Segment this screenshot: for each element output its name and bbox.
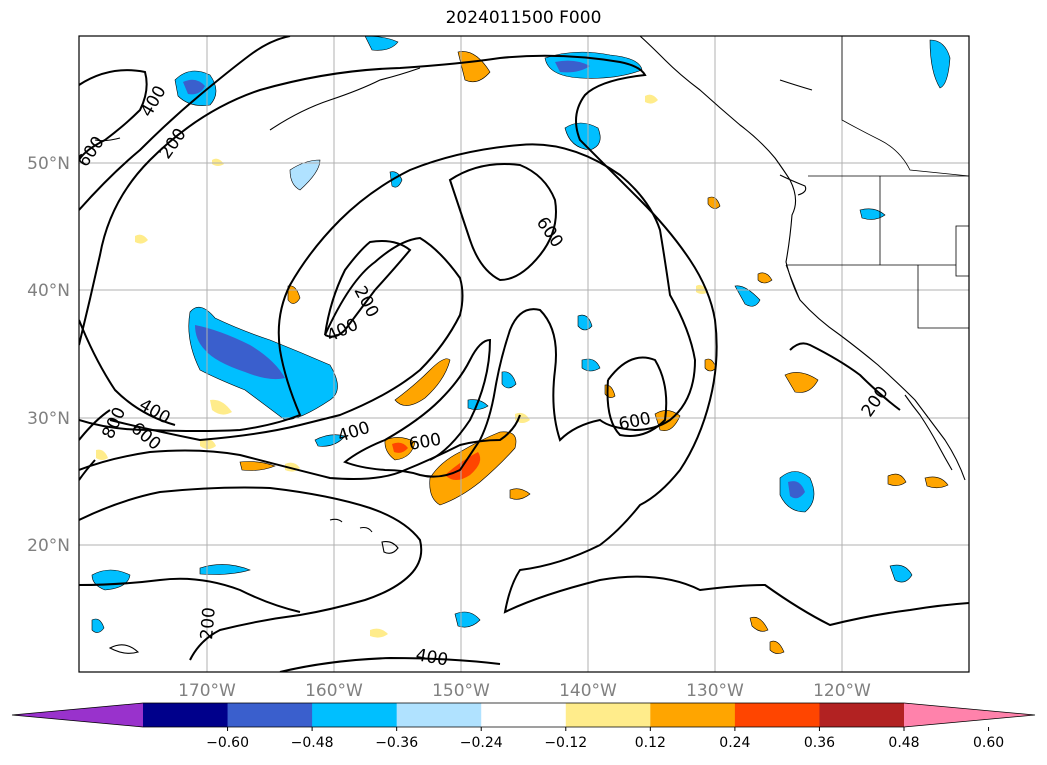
colorbar-tick-label: −0.48 <box>291 735 334 751</box>
colorbar-segment <box>819 703 905 727</box>
latitude-labels: 20°N 30°N 40°N 50°N <box>27 154 70 556</box>
colorbar-outline <box>11 702 1036 728</box>
colorbar-extend-high <box>904 703 1035 727</box>
colorbar-tick-label: 0.12 <box>635 735 666 751</box>
lat-label-50n: 50°N <box>27 154 70 174</box>
coastlines <box>94 36 966 654</box>
colorbar-tick-label: −0.24 <box>460 735 503 751</box>
colorbar-segment <box>227 703 313 727</box>
colorbar-segment <box>565 703 651 727</box>
lon-label-160w: 160°W <box>305 681 363 701</box>
colorbar-tick-label: 0.48 <box>888 735 919 751</box>
lon-label-150w: 150°W <box>432 681 490 701</box>
lat-label-40n: 40°N <box>27 281 70 301</box>
lon-label-140w: 140°W <box>559 681 617 701</box>
colorbar-segment <box>734 703 820 727</box>
colorbar-segment <box>312 703 398 727</box>
political-borders <box>785 36 969 329</box>
map-panel: 400 200 600 600 200 400 400 600 800 400 … <box>79 36 969 672</box>
colorbar-tick-label: −0.60 <box>206 735 249 751</box>
shaded-anomaly-regions <box>91 36 951 654</box>
colorbar-tick-label: −0.36 <box>375 735 418 751</box>
colorbar-tick-label: 0.24 <box>719 735 750 751</box>
lat-label-30n: 30°N <box>27 409 70 429</box>
contour-label: 200 <box>197 606 220 640</box>
colorbar-segment <box>143 703 229 727</box>
colorbar-segment <box>481 703 567 727</box>
lon-label-120w: 120°W <box>813 681 871 701</box>
graticule <box>79 36 969 672</box>
lat-label-20n: 20°N <box>27 536 70 556</box>
contour-lines <box>79 36 969 672</box>
colorbar-tick-label: 0.60 <box>973 735 1004 751</box>
colorbar-segment <box>650 703 736 727</box>
colorbar-tick-label: 0.36 <box>804 735 835 751</box>
lon-label-130w: 130°W <box>686 681 744 701</box>
colorbar-extend-low <box>12 703 143 727</box>
colorbar-tick-label: −0.12 <box>544 735 587 751</box>
lon-label-170w: 170°W <box>178 681 236 701</box>
map-frame <box>78 35 970 673</box>
colorbar: −0.60 −0.48 −0.36 −0.24 −0.12 0.12 0.24 0.36 0.4… <box>11 702 1036 751</box>
map-title: 2024011500 F000 <box>445 8 602 28</box>
colorbar-segment <box>396 703 482 727</box>
longitude-labels: 170°W 160°W 150°W 140°W 130°W 120°W <box>178 681 871 701</box>
